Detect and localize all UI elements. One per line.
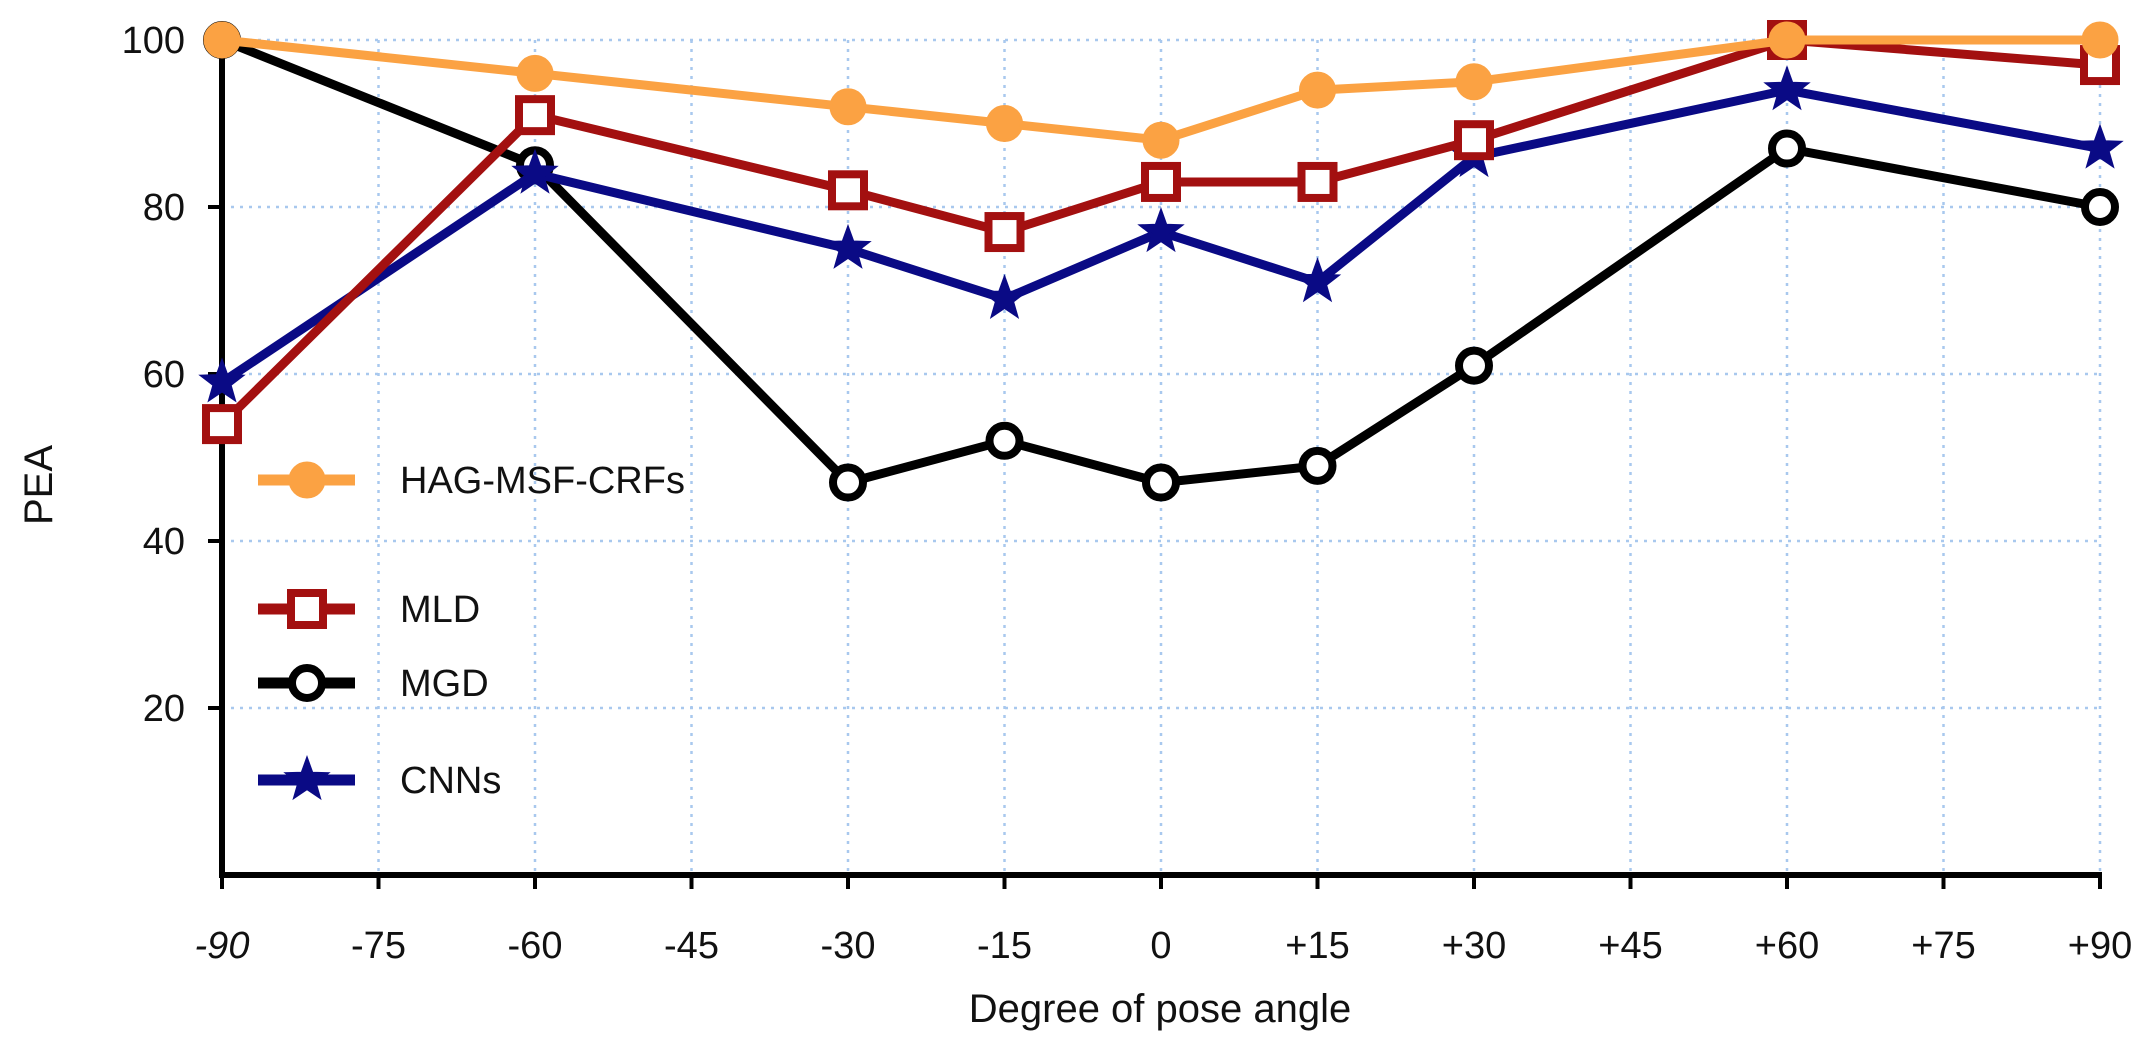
- data-point: [1299, 71, 1336, 109]
- legend-marker: [288, 461, 326, 499]
- x-tick-label: 0: [1150, 925, 1171, 967]
- grid-lines: [220, 38, 2102, 875]
- series-lines: [198, 20, 2124, 502]
- data-point: [1142, 463, 1180, 502]
- legend-marker: [288, 664, 326, 702]
- x-tick-label: +30: [1442, 925, 1506, 967]
- data-point: [198, 357, 246, 403]
- legend: HAG-MSF-CRFs MLD MGD CNNs: [258, 460, 685, 802]
- series-cnns: [198, 65, 2124, 403]
- x-tick-label: -60: [508, 925, 563, 967]
- y-tick-label: 40: [143, 521, 185, 563]
- legend-label: CNNs: [400, 760, 501, 802]
- data-point: [980, 273, 1029, 319]
- data-point: [824, 223, 872, 269]
- data-point: [1455, 63, 1493, 101]
- data-point: [2076, 123, 2124, 169]
- legend-marker: [287, 589, 327, 629]
- legend-item: HAG-MSF-CRFs: [258, 460, 685, 502]
- x-tick-label: -90: [195, 925, 250, 967]
- data-point: [1293, 257, 1342, 303]
- series-mld: [202, 20, 2120, 445]
- data-point: [1768, 21, 1806, 59]
- data-point: [2081, 188, 2119, 226]
- data-point: [1455, 346, 1493, 385]
- data-point: [829, 463, 867, 502]
- x-tick-label: -45: [664, 925, 719, 967]
- legend-marker: [283, 755, 331, 801]
- data-point: [516, 54, 554, 92]
- data-point: [829, 88, 867, 126]
- data-point: [986, 105, 1023, 142]
- series-hag-msf-crfs: [203, 21, 2119, 159]
- data-point: [202, 404, 242, 445]
- legend-item: MGD: [258, 663, 489, 705]
- x-tick-label: +75: [1911, 925, 1975, 967]
- data-point: [2081, 21, 2119, 59]
- data-point: [515, 95, 555, 136]
- x-tick-label: -15: [977, 925, 1032, 967]
- legend-item: MLD: [258, 589, 480, 631]
- y-tick-label: 80: [143, 187, 185, 229]
- legend-label: HAG-MSF-CRFs: [400, 460, 685, 502]
- x-tick-label: -75: [351, 925, 406, 967]
- x-tick-label: +45: [1598, 925, 1662, 967]
- data-point: [828, 170, 868, 211]
- data-point: [203, 21, 241, 59]
- data-point: [1768, 129, 1806, 168]
- y-tick-label: 60: [143, 354, 185, 396]
- y-tick-label: 100: [122, 20, 185, 62]
- data-point: [1297, 161, 1338, 202]
- data-point: [1763, 65, 1811, 111]
- x-tick-label: +60: [1755, 925, 1819, 967]
- tick-labels: -90 -75 -60 -45 -30 -15 0 +15 +30 +45 +60 +75 +90 20 4…: [122, 20, 2133, 967]
- x-tick-label: +90: [2068, 925, 2132, 967]
- y-tick-label: 20: [143, 688, 185, 730]
- x-axis-title: Degree of pose angle: [969, 987, 1352, 1031]
- data-point: [984, 212, 1025, 253]
- data-point: [1298, 446, 1337, 485]
- legend-label: MGD: [400, 663, 489, 705]
- y-axis-title: PEA: [17, 445, 61, 525]
- data-point: [1142, 121, 1180, 159]
- series-line: [220, 35, 2101, 488]
- data-point: [1141, 161, 1181, 202]
- x-tick-label: +15: [1285, 925, 1349, 967]
- legend-label: MLD: [400, 589, 480, 631]
- data-point: [1454, 120, 1494, 161]
- legend-item: CNNs: [258, 755, 501, 802]
- axes: [208, 38, 2102, 889]
- data-point: [1137, 207, 1185, 253]
- x-tick-label: -30: [821, 925, 876, 967]
- data-point: [511, 148, 559, 194]
- data-point: [985, 421, 1024, 460]
